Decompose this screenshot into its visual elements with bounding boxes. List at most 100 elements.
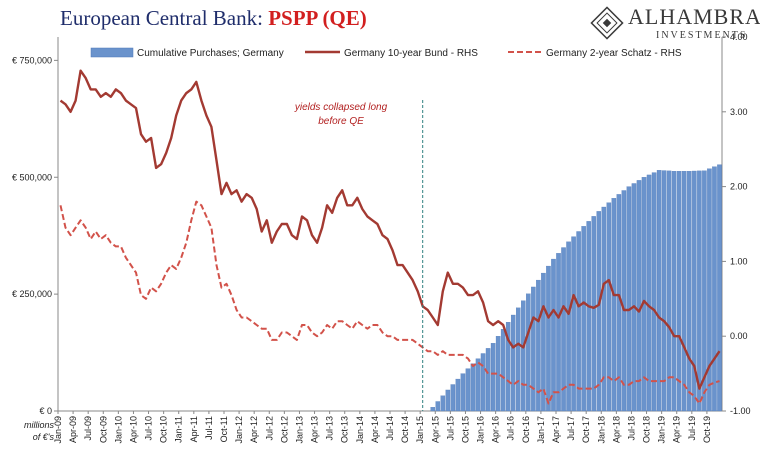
x-axis-tick-label: Jul-16	[506, 416, 516, 441]
x-axis-tick-label: Apr-13	[310, 416, 320, 443]
left-axis-tick-label: € 0	[39, 406, 52, 416]
purchases-bar	[606, 202, 612, 412]
chart-title: European Central Bank: PSPP (QE)	[60, 6, 367, 31]
x-axis-tick-label: Jan-15	[415, 416, 425, 444]
purchases-bar	[510, 314, 516, 412]
x-axis-tick-label: Oct-13	[340, 416, 350, 443]
x-axis-tick-label: Apr-14	[370, 416, 380, 443]
x-axis-tick-label: Apr-11	[189, 416, 199, 442]
purchases-bar	[480, 353, 486, 412]
legend-swatch-purchases	[90, 47, 134, 58]
purchases-bar	[531, 286, 536, 412]
purchases-bar	[601, 206, 607, 412]
right-axis-tick-label: 0.00	[730, 331, 748, 341]
x-axis-tick-label: Jul-18	[626, 416, 636, 441]
brand-name: ALHAMBRA	[628, 4, 760, 29]
brand-logo: ALHAMBRA INVESTMENTS	[588, 4, 760, 44]
x-axis-tick-label: Jul-14	[385, 416, 395, 441]
x-axis-tick-label: Oct-16	[521, 416, 531, 443]
x-axis-tick-label: Oct-09	[98, 416, 108, 443]
x-axis-tick-label: Jan-18	[596, 416, 606, 444]
x-axis-tick-label: Jul-19	[687, 416, 697, 441]
purchases-bar	[455, 378, 461, 412]
right-axis-tick-label: 2.00	[730, 182, 748, 192]
x-axis-tick-label: Apr-19	[672, 416, 682, 443]
purchases-bar	[521, 300, 526, 412]
x-axis-tick-label: Apr-17	[551, 416, 561, 443]
x-axis-tick-label: Oct-15	[460, 416, 470, 443]
x-axis-tick-label: Jan-14	[355, 416, 365, 444]
legend-label-schatz: Germany 2-year Schatz - RHS	[546, 48, 682, 59]
x-axis-tick-label: Jan-16	[476, 416, 486, 444]
purchases-bar	[440, 395, 446, 412]
purchases-bar	[566, 241, 571, 412]
purchases-bar	[661, 170, 667, 412]
purchases-bar	[626, 186, 632, 412]
x-axis-tick-label: Jul-11	[204, 416, 214, 440]
x-axis-tick-label: Jan-17	[536, 416, 546, 444]
purchases-bar	[546, 265, 551, 412]
x-axis-tick-label: Apr-09	[68, 416, 78, 443]
purchases-bar	[571, 236, 576, 412]
x-axis-tick-label: Apr-18	[611, 416, 621, 443]
x-axis-tick-label: Jan-09	[53, 416, 63, 444]
brand-subtitle: INVESTMENTS	[656, 30, 748, 41]
purchases-bar	[697, 170, 702, 412]
purchases-bar	[445, 389, 451, 412]
x-axis-tick-label: Jul-12	[264, 416, 274, 441]
x-axis-tick-label: Apr-16	[491, 416, 501, 443]
purchases-bar	[687, 171, 692, 412]
chart-title-main: European Central Bank:	[60, 6, 269, 30]
purchases-bar	[651, 172, 657, 412]
x-axis-tick-label: Jul-15	[445, 416, 455, 441]
purchases-bar	[707, 168, 712, 412]
purchases-bar	[656, 170, 662, 412]
purchases-bar	[450, 384, 456, 412]
right-axis-tick-label: 3.00	[730, 107, 748, 117]
left-axis-tick-label: € 500,000	[12, 172, 52, 182]
annotation-text: before QE	[318, 116, 364, 127]
chart-title-accent: PSPP (QE)	[268, 6, 367, 30]
purchases-bar	[536, 279, 541, 412]
x-axis-tick-label: Jan-10	[113, 416, 123, 444]
legend-label-purchases: Cumulative Purchases; Germany	[137, 48, 284, 59]
x-axis-tick-label: Apr-10	[128, 416, 138, 443]
x-axis-tick-label: Jul-13	[325, 416, 335, 441]
x-axis-tick-label: Oct-10	[159, 416, 169, 443]
purchases-bar	[591, 216, 596, 412]
purchases-bar	[666, 170, 672, 412]
purchases-bar	[702, 170, 707, 412]
purchases-bar	[621, 190, 627, 412]
right-axis-tick-label: 1.00	[730, 256, 748, 266]
x-axis-tick-label: Oct-12	[279, 416, 289, 443]
schatz-2y-line	[59, 200, 720, 405]
x-axis-tick-label: Apr-15	[430, 416, 440, 443]
x-axis-tick-label: Jan-11	[174, 416, 184, 443]
purchases-bar	[712, 166, 717, 412]
left-axis-unit-label: of €'s	[33, 432, 55, 442]
x-axis-tick-label: Apr-12	[249, 416, 259, 443]
bund-10y-line	[59, 69, 721, 390]
x-axis-tick-label: Oct-18	[642, 416, 652, 443]
purchases-bar	[631, 183, 637, 412]
legend-label-bund: Germany 10-year Bund - RHS	[344, 48, 478, 59]
x-axis-tick-label: Oct-11	[219, 416, 229, 442]
purchases-bar	[646, 174, 652, 412]
purchases-bar	[556, 253, 561, 412]
purchases-bar	[465, 368, 471, 412]
purchases-bar	[692, 170, 697, 412]
purchases-bar	[475, 358, 481, 412]
purchases-bar	[485, 348, 491, 412]
purchases-bar	[682, 171, 687, 412]
purchases-bar	[561, 247, 566, 412]
purchases-bar	[430, 407, 436, 412]
purchases-bar	[470, 363, 476, 412]
right-axis-tick-label: -1.00	[730, 406, 751, 416]
purchases-bar	[717, 164, 722, 412]
purchases-bar	[671, 171, 677, 412]
diamond-logo-icon	[590, 6, 624, 40]
purchases-bar	[551, 258, 556, 412]
annotation-text: yields collapsed long	[294, 102, 388, 113]
purchases-bar	[490, 343, 496, 412]
